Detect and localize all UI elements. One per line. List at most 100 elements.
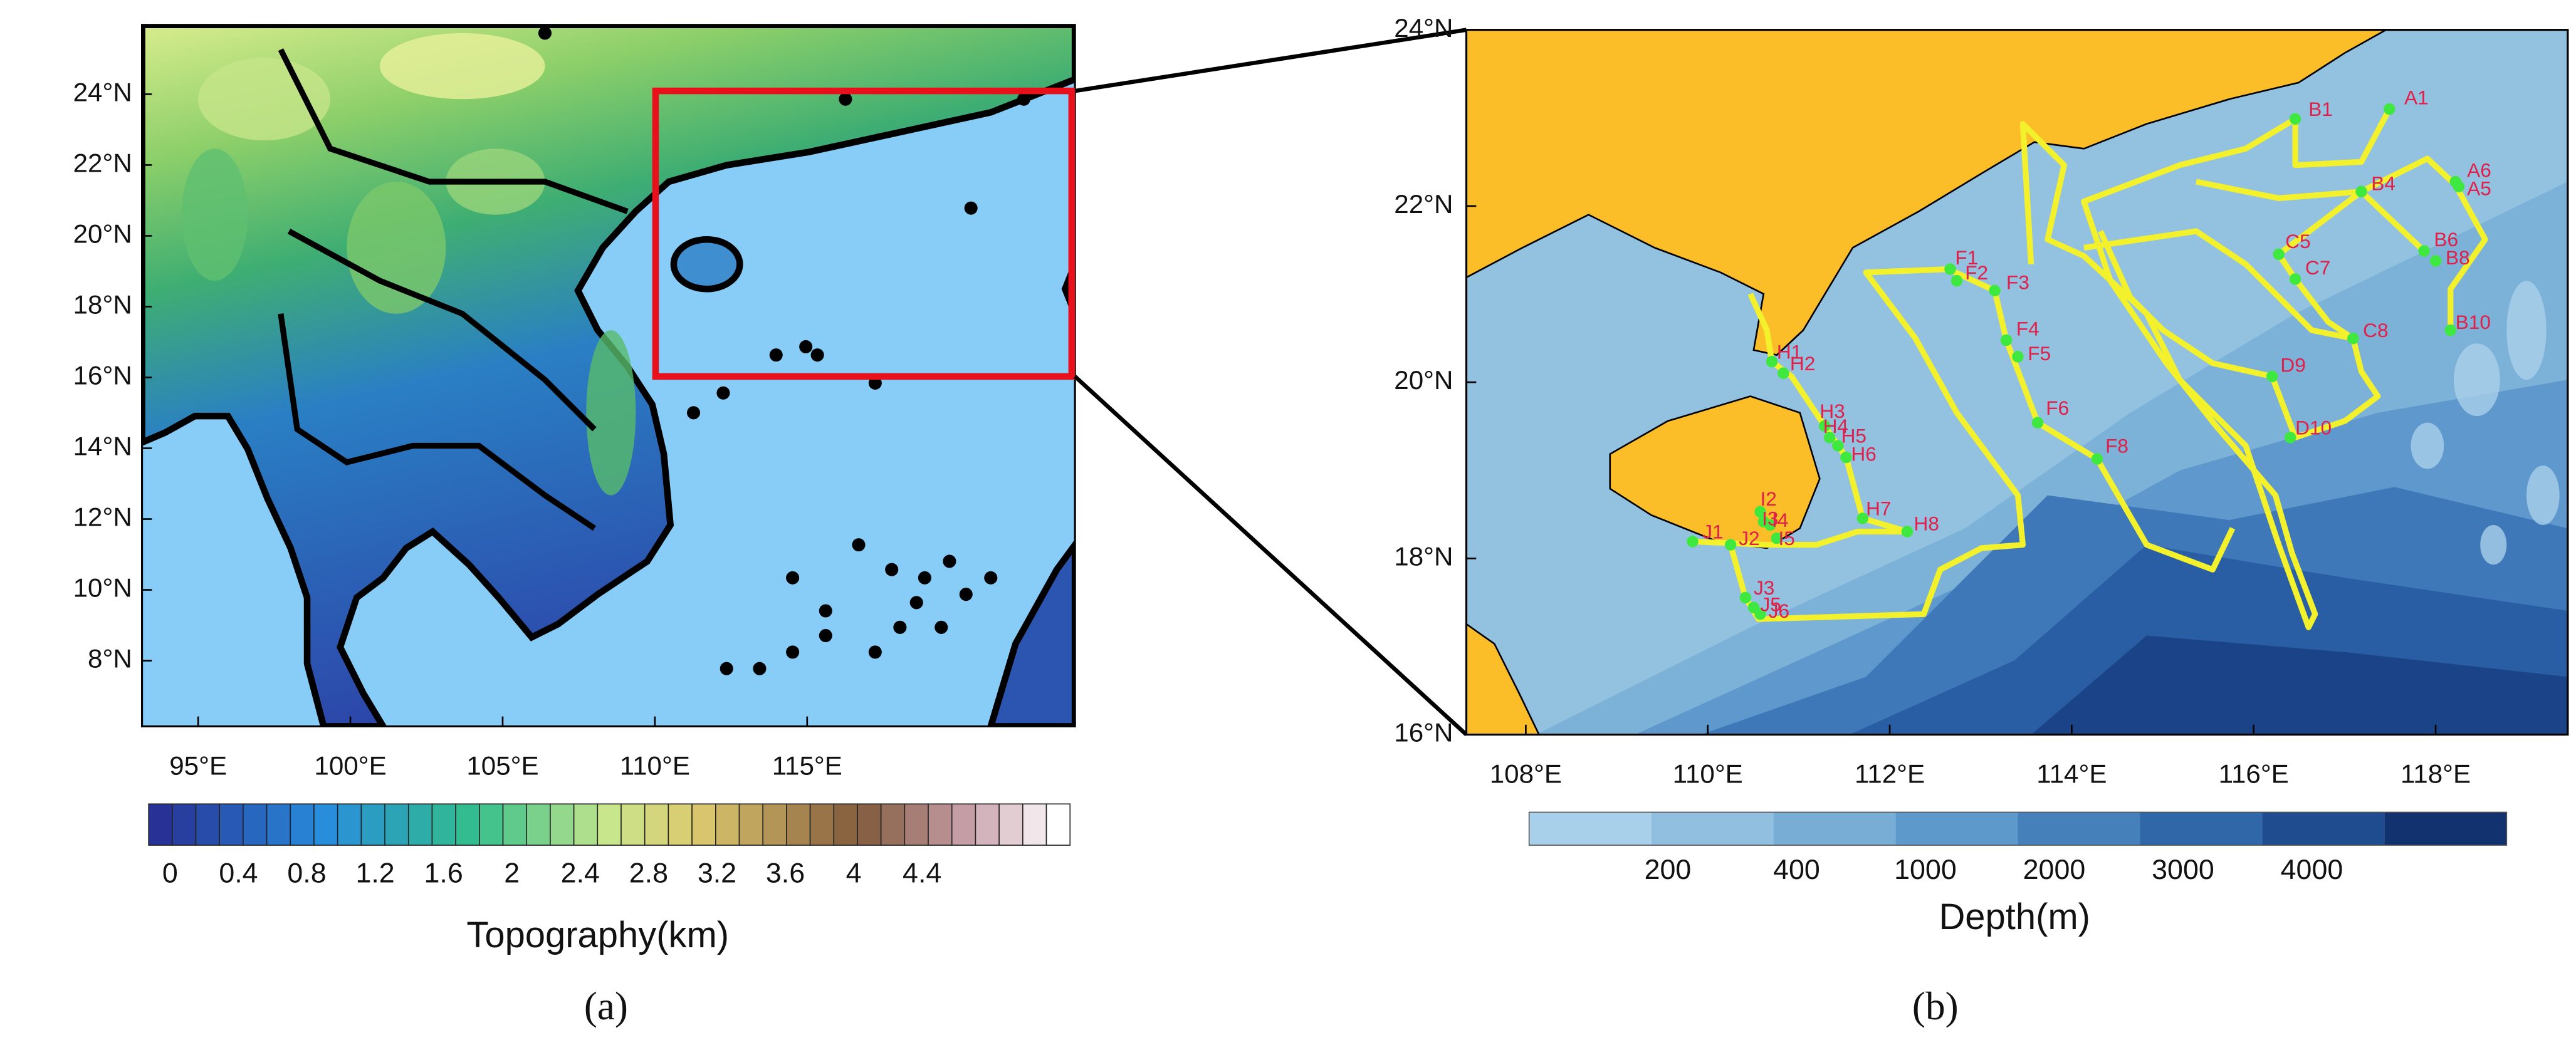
station [2347,333,2359,345]
station-label: B1 [2308,98,2333,120]
station [2289,273,2301,285]
station [2355,185,2367,198]
seamount [2411,422,2444,469]
islet [852,538,866,552]
islet [786,571,800,585]
station-label: F4 [2016,317,2039,340]
seamount [2526,465,2560,525]
colorbar-label: 4 [846,857,862,888]
station [1823,432,1836,444]
islet [943,554,956,568]
islet [819,604,832,618]
islet [918,571,931,585]
caption: (a) [584,984,628,1028]
lon-label: 95°E [169,751,227,780]
border [278,313,597,531]
colorbar-cell [668,803,693,846]
station-label: F6 [2046,397,2069,419]
highland [586,330,636,496]
station [2284,432,2296,444]
islet [1017,92,1030,106]
islet [959,588,973,601]
colorbar-cell [833,803,858,846]
lon-label: 105°E [466,751,538,780]
lat-label: 22°N [1394,189,1453,219]
lon-label: 115°E [772,751,842,780]
station [2444,324,2456,336]
seamount [2480,525,2507,565]
colorbar-label: 3000 [2152,854,2214,885]
colorbar-cell [1529,812,1652,846]
islet [687,406,701,420]
colorbar-label: 2 [504,857,520,888]
cruise-track [2019,107,2392,630]
station [1739,591,1752,604]
islet [720,662,733,675]
colorbar-cell [266,803,291,846]
colorbar-cell [573,803,599,846]
colorbar-label: 1.2 [355,857,394,888]
station-label: B8 [2446,246,2470,269]
colorbar-cell [219,803,244,846]
station-label: J2 [1739,527,1759,549]
lat-label: 20°N [73,219,132,249]
colorbar-cell [738,803,763,846]
station [1832,440,1844,452]
seamount [2454,343,2500,417]
colorbar-label: 4000 [2281,854,2343,885]
map-b-content [1466,29,2568,735]
lon-label: 116°E [2219,759,2289,789]
islet [769,348,783,362]
colorbar-cell [313,803,338,846]
colorbar-cell [431,803,456,846]
colorbar-cell [148,803,173,846]
highland [379,33,545,100]
station-label: F2 [1965,261,1988,284]
connector [1074,28,1467,93]
caption: (b) [1912,984,1959,1028]
connector [1073,375,1468,737]
station [1840,451,1852,464]
colorbar-title: Topography(km) [466,915,729,955]
panel-a-map [140,24,1076,728]
lon-label: 110°E [620,751,690,780]
colorbar-cell [644,803,669,846]
station [1687,536,1699,548]
colorbar-cell [2262,812,2385,846]
colorbar-cell [809,803,835,846]
cruise-track [2083,228,2381,440]
colorbar-cell [928,803,953,846]
zoom-box [652,87,1076,380]
lon-label: 100°E [314,751,386,780]
lat-label: 8°N [88,644,132,673]
station-label: A5 [2467,177,2491,200]
station [1856,512,1869,524]
station-label: I3 [1762,507,1778,529]
colorbar-cell [2384,812,2507,846]
colorbar-cell [2018,812,2140,846]
station [2273,248,2285,261]
station [1754,608,1766,620]
station-label: C7 [2305,256,2330,279]
station [2000,334,2013,346]
lon-label: 114°E [2036,759,2107,789]
colorbar-label: 2000 [2023,854,2086,885]
land [1466,29,2388,356]
colorbar-cell [975,803,1000,846]
station [2418,245,2430,257]
station [2012,351,2024,363]
station [1819,420,1831,432]
colorbar-cell [1045,803,1071,846]
islet [538,26,552,40]
islet [819,628,832,643]
colorbar-label: 0 [162,857,178,888]
colorbar-cell [526,803,551,846]
depth-zone [2031,635,2568,735]
station [2091,453,2103,465]
station-label: F8 [2105,435,2128,457]
cruise-track [2196,155,2488,331]
colorbar-cell [786,803,811,846]
station [1754,506,1766,518]
